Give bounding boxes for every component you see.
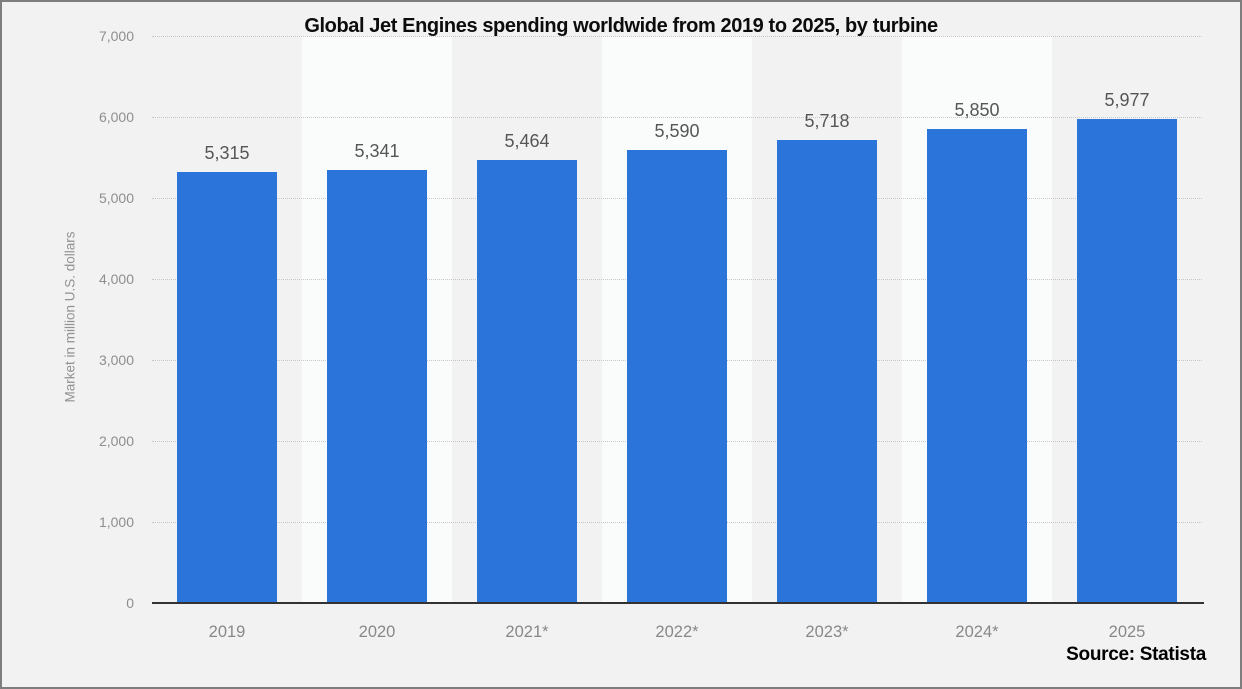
grid-line xyxy=(152,117,1202,118)
bar-value-label: 5,590 xyxy=(654,121,700,141)
bar-value-label: 5,315 xyxy=(204,143,250,163)
bar[interactable] xyxy=(477,160,577,603)
x-tick-label: 2020 xyxy=(358,623,396,641)
bar-value-label: 5,977 xyxy=(1104,90,1150,110)
plot-area xyxy=(152,36,1202,603)
bar[interactable] xyxy=(777,140,877,603)
y-tick-label: 7,000 xyxy=(98,28,134,44)
grid-line xyxy=(152,36,1202,37)
y-tick-label: 0 xyxy=(126,595,134,611)
x-tick-label: 2025 xyxy=(1108,623,1146,641)
y-tick-label: 6,000 xyxy=(98,109,134,125)
x-tick-label: 2022* xyxy=(655,623,699,641)
y-tick-label: 1,000 xyxy=(98,514,134,530)
x-axis-line xyxy=(152,602,1204,604)
bar-value-label: 5,718 xyxy=(804,111,850,131)
bar[interactable] xyxy=(327,170,427,603)
x-tick-label: 2024* xyxy=(955,623,999,641)
y-axis-title: Market in million U.S. dollars xyxy=(62,231,78,403)
y-tick-label: 4,000 xyxy=(98,271,134,287)
x-tick-label: 2019 xyxy=(208,623,246,641)
x-tick-label: 2021* xyxy=(505,623,549,641)
x-tick-label: 2023* xyxy=(805,623,849,641)
bar-value-label: 5,464 xyxy=(504,131,550,151)
chart-title: Global Jet Engines spending worldwide fr… xyxy=(304,15,938,37)
source-label: Source: Statista xyxy=(1066,644,1206,665)
bar-value-label: 5,341 xyxy=(354,141,400,161)
y-tick-label: 2,000 xyxy=(98,433,134,449)
bar-value-label: 5,850 xyxy=(954,100,1000,120)
bar[interactable] xyxy=(177,172,277,603)
y-tick-label: 5,000 xyxy=(98,190,134,206)
bar[interactable] xyxy=(1077,119,1177,603)
y-tick-label: 3,000 xyxy=(98,352,134,368)
bar[interactable] xyxy=(927,129,1027,603)
bar[interactable] xyxy=(627,150,727,603)
